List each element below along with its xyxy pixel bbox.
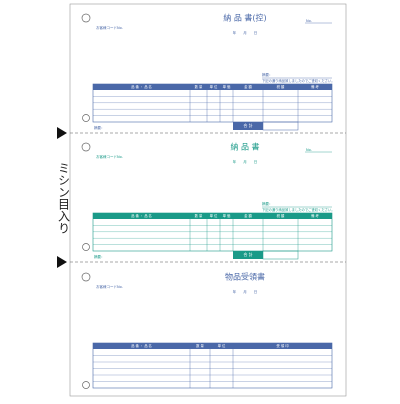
table-header	[93, 213, 332, 219]
table-header-label: 受 領 印	[277, 343, 289, 348]
punch-hole	[82, 243, 90, 251]
footer-label: 摘要：	[94, 254, 105, 259]
title: 物品受領書	[225, 272, 265, 282]
message: 下記の通り納品致しましたのでご査収ください。	[262, 207, 335, 212]
punch-hole	[81, 142, 91, 152]
total-cell	[262, 121, 299, 131]
table-header-label: 税 額	[277, 213, 285, 218]
table-header-label: 単 位	[218, 343, 226, 348]
total-cell	[262, 250, 299, 260]
table-header-label: 単 位	[210, 84, 218, 89]
table-header-label: 税 額	[277, 84, 285, 89]
arrow	[57, 256, 67, 268]
table-header-label: 金 額	[244, 84, 252, 89]
table-header-label: 数 量	[196, 343, 204, 348]
table-header	[93, 84, 332, 90]
table-header-label: 単 価	[223, 84, 231, 89]
customer-code: お客様コードNo.	[96, 25, 123, 30]
number-label: No.	[306, 148, 312, 152]
table-header-label: 数 量	[195, 213, 203, 218]
table-header	[93, 343, 332, 349]
table-header-label: 単 位	[210, 213, 218, 218]
number-label: No.	[306, 19, 312, 23]
sheet	[69, 3, 347, 397]
punch-hole	[82, 381, 90, 389]
total-box	[233, 251, 263, 259]
remarks-label: 摘要：	[262, 201, 273, 206]
table-header-label: 数 量	[195, 84, 203, 89]
punch-hole	[81, 13, 91, 23]
arrow	[57, 127, 67, 139]
perforation-label: ミシン目入り	[57, 162, 71, 234]
table-header-label: 単 価	[223, 213, 231, 218]
table-header-label: 品 番 ・ 品 名	[131, 84, 152, 89]
punch-hole	[81, 272, 91, 282]
table	[92, 83, 333, 123]
table-header-label: 品 番 ・ 品 名	[131, 213, 152, 218]
total-box	[233, 122, 263, 130]
table-header-label: 備 考	[311, 84, 319, 89]
customer-code: お客様コードNo.	[96, 284, 123, 289]
table-header-label: 品 番 ・ 品 名	[131, 343, 152, 348]
table	[92, 342, 333, 389]
title: 納 品 書(控)	[223, 13, 266, 23]
punch-hole	[82, 114, 90, 122]
date: 年 月 日	[233, 30, 258, 35]
total-label: 合 計	[243, 122, 252, 128]
customer-code: お客様コードNo.	[96, 154, 123, 159]
table-header-label: 備 考	[311, 213, 319, 218]
remarks-label: 摘要：	[262, 72, 273, 77]
table	[92, 212, 333, 252]
total-label: 合 計	[243, 251, 252, 257]
table-header-label: 金 額	[244, 213, 252, 218]
message: 下記の通り納品致しましたのでご査収ください。	[262, 78, 335, 83]
title: 納 品 書	[230, 142, 259, 152]
footer-label: 摘要：	[94, 125, 105, 130]
date: 年 月 日	[233, 289, 258, 294]
date: 年 月 日	[233, 159, 258, 164]
